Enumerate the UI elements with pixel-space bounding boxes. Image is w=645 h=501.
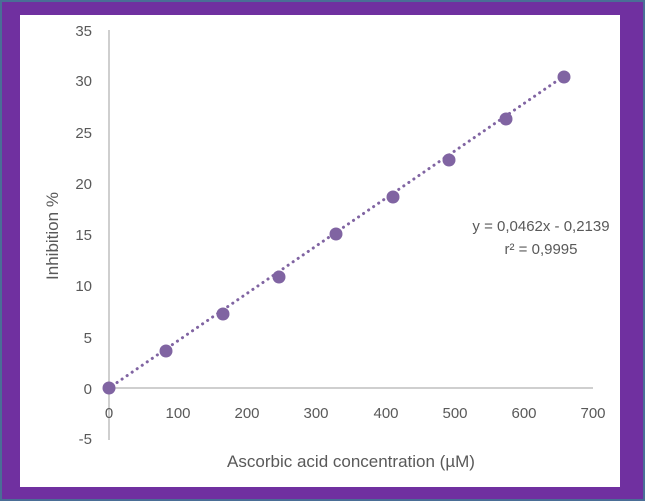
y-tick: 0 [84, 381, 92, 398]
x-tick: 700 [580, 405, 605, 422]
y-tick: 20 [75, 176, 92, 193]
x-axis-title: Ascorbic acid concentration (µM) [227, 452, 475, 471]
data-point [442, 153, 456, 167]
y-tick: 35 [75, 23, 92, 40]
y-tick: 25 [75, 125, 92, 142]
x-tick: 400 [373, 405, 398, 422]
x-tick: 500 [442, 405, 467, 422]
x-tick: 100 [165, 405, 190, 422]
y-tick: 5 [84, 330, 92, 347]
x-tick: 300 [303, 405, 328, 422]
y-axis-title: Inhibition % [43, 192, 62, 280]
y-axis-ticks: 35 30 25 20 15 10 5 0 -5 [75, 23, 92, 448]
data-point [102, 381, 116, 395]
data-point [386, 190, 400, 204]
data-point [499, 112, 513, 126]
trendline-equation: y = 0,0462x - 0,2139 [472, 218, 609, 235]
data-point [557, 70, 571, 84]
r-squared-label: r² = 0,9995 [505, 241, 578, 258]
x-tick: 600 [511, 405, 536, 422]
y-tick: 30 [75, 73, 92, 90]
x-tick: 0 [105, 405, 113, 422]
y-tick: -5 [79, 431, 92, 448]
y-tick: 10 [75, 278, 92, 295]
x-tick: 200 [234, 405, 259, 422]
data-point [272, 270, 286, 284]
data-point [216, 307, 230, 321]
x-axis-ticks: 0 100 200 300 400 500 600 700 [105, 405, 606, 422]
data-point [159, 344, 173, 358]
chart-panel [20, 15, 620, 487]
data-points [102, 70, 571, 395]
data-point [329, 227, 343, 241]
y-tick: 15 [75, 227, 92, 244]
